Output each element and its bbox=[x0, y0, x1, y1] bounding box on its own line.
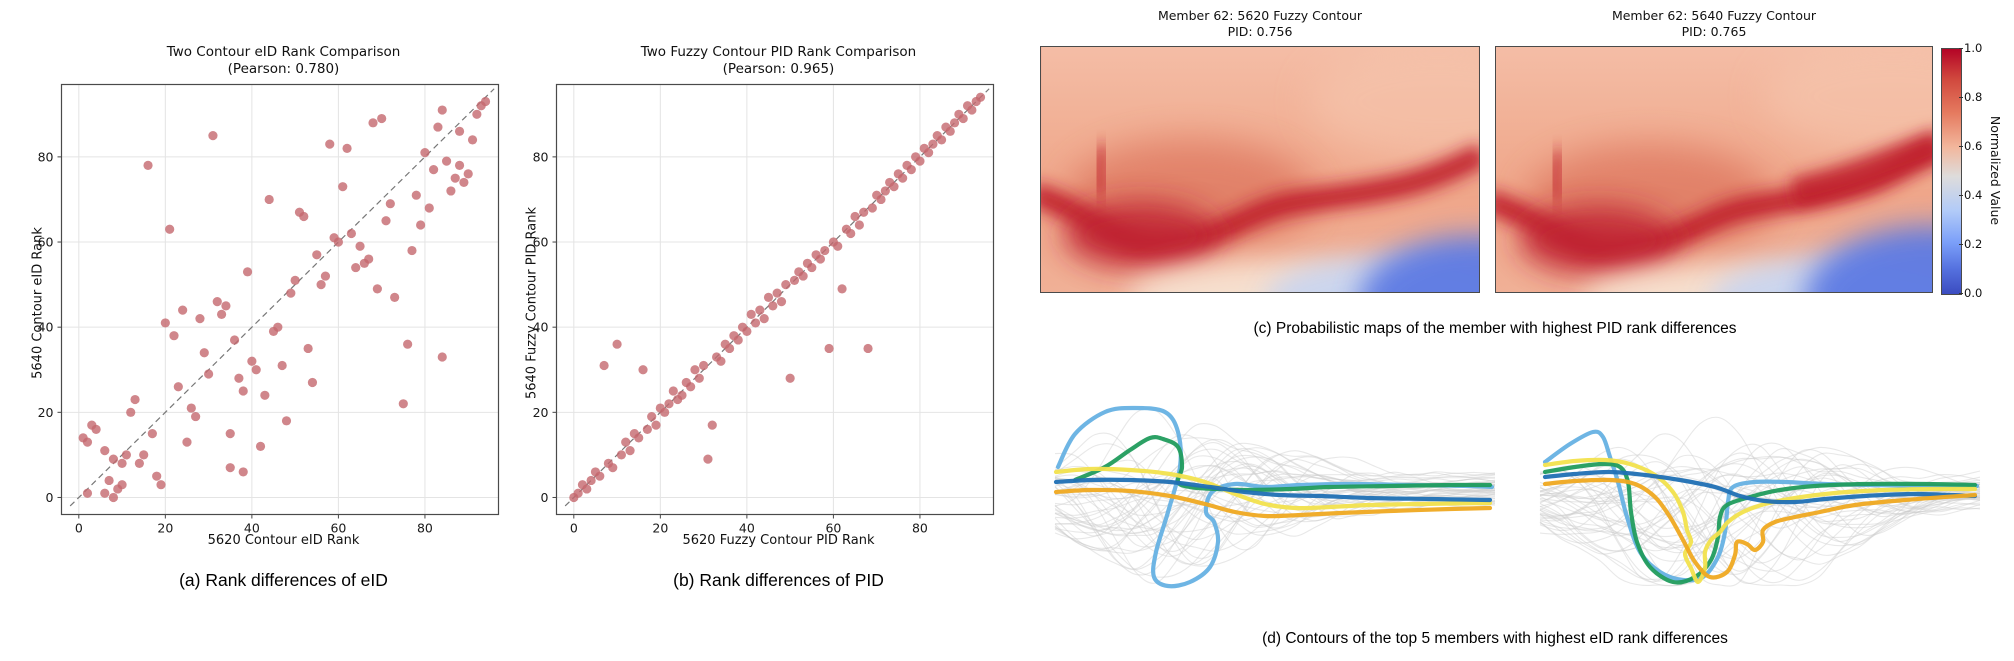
heatmap-2-title: Member 62: 5640 Fuzzy Contour PID: 0.765 bbox=[1495, 8, 1933, 39]
scatter-a-title-line2: (Pearson: 0.780) bbox=[227, 61, 340, 77]
blue-corner-2 bbox=[1805, 225, 1932, 292]
scatter-a-plot: 0 20 40 60 80 0 20 40 60 80 bbox=[38, 83, 500, 536]
scatter-b-title: Two Fuzzy Contour PID Rank Comparison (P… bbox=[557, 44, 1000, 78]
scatter-b-plot: 0 20 40 60 80 0 20 40 60 80 bbox=[533, 83, 995, 536]
caption-d: (d) Contours of the top 5 members with h… bbox=[1262, 630, 1728, 647]
svg-text:60: 60 bbox=[533, 235, 549, 250]
colorbar-tick: 1.0 bbox=[1958, 41, 1983, 55]
heatmap-1-title-line2: PID: 0.756 bbox=[1227, 23, 1293, 39]
svg-text:20: 20 bbox=[38, 405, 54, 420]
svg-text:40: 40 bbox=[533, 320, 549, 335]
heatmap-1-title-line1: Member 62: 5620 Fuzzy Contour bbox=[1157, 8, 1363, 23]
probabilistic-map-5640 bbox=[1495, 46, 1933, 293]
svg-text:80: 80 bbox=[912, 521, 928, 536]
colorbar-label: Normalized Value bbox=[1988, 115, 2003, 226]
colorbar-tick: 0.2 bbox=[1958, 237, 1983, 251]
colorbar bbox=[1941, 48, 1962, 295]
probabilistic-map-5620 bbox=[1040, 46, 1480, 293]
svg-text:20: 20 bbox=[157, 521, 173, 536]
svg-text:60: 60 bbox=[38, 235, 54, 250]
caption-a: (a) Rank differences of eID bbox=[179, 570, 388, 590]
svg-text:0: 0 bbox=[570, 521, 578, 536]
heatmap-2-title-line2: PID: 0.765 bbox=[1681, 23, 1747, 39]
scatter-b-title-line1: Two Fuzzy Contour PID Rank Comparison bbox=[640, 44, 917, 60]
svg-text:80: 80 bbox=[417, 521, 433, 536]
heatmap-1-title: Member 62: 5620 Fuzzy Contour PID: 0.756 bbox=[1040, 8, 1480, 39]
svg-text:60: 60 bbox=[330, 521, 346, 536]
svg-text:20: 20 bbox=[533, 405, 549, 420]
scatter-a-ylabel: 5640 Contour eID Rank bbox=[30, 227, 46, 379]
caption-b: (b) Rank differences of PID bbox=[673, 570, 884, 590]
colorbar-tick: 0.6 bbox=[1958, 139, 1983, 153]
heatmap-2-title-line1: Member 62: 5640 Fuzzy Contour bbox=[1611, 8, 1817, 23]
svg-text:60: 60 bbox=[825, 521, 841, 536]
svg-text:0: 0 bbox=[46, 490, 54, 505]
colorbar-tick: 0.4 bbox=[1958, 188, 1983, 202]
contour-plot-5620 bbox=[1053, 405, 1496, 589]
scatter-b-ylabel: 5640 Fuzzy Contour PID Rank bbox=[524, 206, 540, 400]
scatter-b-xlabel: 5620 Fuzzy Contour PID Rank bbox=[682, 533, 875, 548]
colorbar-tick: 0.8 bbox=[1958, 90, 1983, 104]
svg-text:20: 20 bbox=[652, 521, 668, 536]
svg-text:0: 0 bbox=[541, 490, 549, 505]
svg-text:40: 40 bbox=[244, 521, 260, 536]
blue-corner-1 bbox=[1360, 235, 1479, 292]
svg-text:40: 40 bbox=[739, 521, 755, 536]
scatter-a-title: Two Contour eID Rank Comparison (Pearson… bbox=[62, 44, 505, 78]
contour-plot-5640 bbox=[1539, 416, 1981, 587]
scatter-a-title-line1: Two Contour eID Rank Comparison bbox=[166, 44, 401, 60]
svg-text:80: 80 bbox=[533, 149, 549, 164]
caption-c: (c) Probabilistic maps of the member wit… bbox=[1253, 320, 1737, 337]
svg-text:40: 40 bbox=[38, 320, 54, 335]
svg-text:0: 0 bbox=[75, 521, 83, 536]
svg-text:80: 80 bbox=[38, 149, 54, 164]
scatter-b-title-line2: (Pearson: 0.965) bbox=[722, 61, 835, 77]
colorbar-tick: 0.0 bbox=[1958, 286, 1983, 300]
scatter-a-xlabel: 5620 Contour eID Rank bbox=[207, 533, 360, 548]
